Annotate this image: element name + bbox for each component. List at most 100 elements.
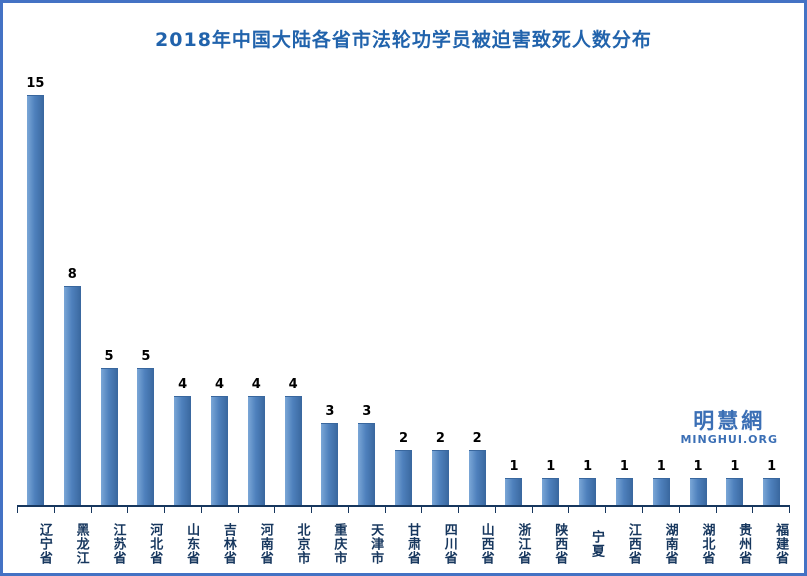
bar: [579, 478, 597, 505]
axis-tick: [349, 507, 386, 513]
category-label: 江西省: [625, 523, 641, 565]
bar-value-label: 1: [656, 459, 666, 474]
category-label: 天津市: [368, 523, 384, 565]
bar-value-label: 4: [251, 377, 261, 392]
bar: [468, 450, 486, 505]
bar-value-label: 5: [104, 349, 114, 364]
category-label: 宁夏: [589, 530, 604, 558]
bar-column: 3: [312, 404, 349, 505]
bar-value-label: 4: [178, 377, 188, 392]
category-label: 辽宁省: [36, 523, 52, 565]
bar-value-label: 4: [214, 377, 224, 392]
axis-tick: [606, 507, 644, 513]
bar: [247, 396, 265, 505]
bar-value-label: 4: [288, 377, 298, 392]
axis-tick: [128, 507, 166, 513]
bar: [137, 368, 155, 505]
axis-tick: [717, 507, 754, 513]
category-label: 吉林省: [220, 523, 236, 565]
axis-tick: [422, 507, 460, 513]
bar: [615, 478, 633, 505]
bar-value-label: 3: [325, 404, 335, 419]
bar-value-label: 1: [730, 459, 740, 474]
axis-tick: [643, 507, 680, 513]
bar: [26, 95, 44, 505]
bar-value-label: 8: [67, 267, 77, 282]
bar-column: 1: [606, 459, 643, 505]
bar: [174, 396, 192, 505]
bar-value-label: 1: [546, 459, 556, 474]
category-label: 湖北省: [699, 523, 715, 565]
bar-column: 2: [385, 431, 422, 505]
category-label: 四川省: [441, 523, 457, 565]
bar-column: 1: [716, 459, 753, 505]
bar: [63, 286, 81, 505]
bar: [505, 478, 523, 505]
bar-column: 8: [54, 267, 91, 505]
category-label: 陕西省: [552, 523, 568, 565]
plot-area: 明慧網 MINGHUI.ORG 15 8 5 5 4 4 4 4 3 3 2 2 2 1 1 1 1 1 1 1 1: [3, 73, 804, 505]
axis-tick: [202, 507, 239, 513]
bar-column: 1: [569, 459, 606, 505]
category-label: 河南省: [257, 523, 273, 565]
category-label: 山东省: [184, 523, 200, 565]
category-label: 甘肃省: [404, 523, 420, 565]
x-axis-ticks: [17, 507, 791, 513]
bar-value-label: 2: [472, 431, 482, 446]
bar: [321, 423, 339, 505]
category-label: 河北省: [147, 523, 163, 565]
category-label: 江苏省: [110, 523, 126, 565]
bar: [395, 450, 413, 505]
bar: [726, 478, 744, 505]
axis-tick: [92, 507, 129, 513]
bar-value-label: 1: [619, 459, 629, 474]
bar-value-label: 15: [26, 76, 45, 91]
axis-tick: [533, 507, 570, 513]
axis-tick: [239, 507, 276, 513]
bar-column: 1: [532, 459, 569, 505]
minghui-watermark: 明慧網 MINGHUI.ORG: [680, 409, 778, 447]
category-label: 北京市: [294, 523, 310, 565]
bar-value-label: 5: [141, 349, 151, 364]
bar-column: 5: [91, 349, 128, 505]
category-label: 福建省: [773, 523, 789, 565]
bar-value-label: 2: [399, 431, 409, 446]
bar-column: 2: [459, 431, 496, 505]
axis-tick: [55, 507, 92, 513]
bar-value-label: 1: [767, 459, 777, 474]
category-label: 山西省: [478, 523, 494, 565]
watermark-name: 明慧網: [693, 409, 766, 433]
chart-title: 2018年中国大陆各省市法轮功学员被迫害致死人数分布: [155, 28, 652, 51]
category-label: 湖南省: [662, 523, 678, 565]
bar-column: 4: [275, 377, 312, 505]
bar-value-label: 3: [362, 404, 372, 419]
bar: [542, 478, 560, 505]
bar: [431, 450, 449, 505]
bar: [100, 368, 118, 505]
x-axis-labels: 辽宁省 黑龙江 江苏省 河北省 山东省 吉林省 河南省 北京市 重庆市 天津市 甘肃省 四川省 山西省 浙…: [17, 513, 790, 573]
bar-column: 4: [164, 377, 201, 505]
bar: [358, 423, 376, 505]
axis-tick: [569, 507, 607, 513]
bar-column: 1: [496, 459, 533, 505]
bar-column: 15: [17, 76, 54, 505]
axis-tick: [275, 507, 313, 513]
category-label: 重庆市: [331, 523, 347, 565]
bar: [689, 478, 707, 505]
axis-tick: [386, 507, 423, 513]
bar-column: 1: [680, 459, 717, 505]
watermark-url: MINGHUI.ORG: [680, 433, 778, 446]
axis-tick: [680, 507, 717, 513]
bar-column: 1: [753, 459, 790, 505]
axis-tick: [165, 507, 202, 513]
bar: [763, 478, 781, 505]
bar-column: 3: [348, 404, 385, 505]
bar-column: 2: [422, 431, 459, 505]
bar-value-label: 1: [583, 459, 593, 474]
bar-column: 1: [643, 459, 680, 505]
bar-column: 4: [238, 377, 275, 505]
bar-column: 4: [201, 377, 238, 505]
axis-tick: [312, 507, 349, 513]
category-label: 浙江省: [515, 523, 531, 565]
